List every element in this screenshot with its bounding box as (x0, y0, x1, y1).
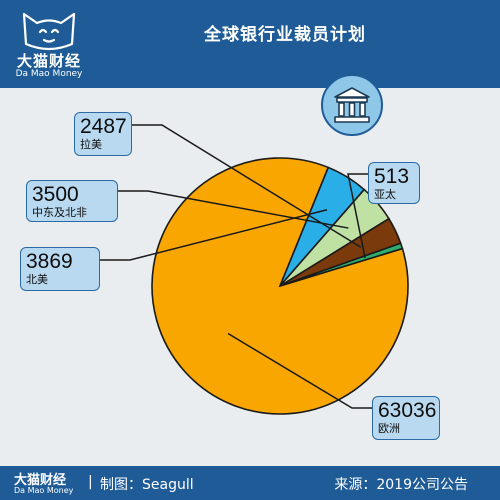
data-label-region: 北美 (26, 273, 48, 286)
bank-badge (321, 74, 383, 136)
header-bar: 大猫财经 Da Mao Money 全球银行业裁员计划 (0, 0, 500, 88)
data-label-region: 欧洲 (378, 422, 400, 435)
leader-line-3 (132, 124, 362, 248)
cat-logo-icon (22, 12, 76, 51)
data-label-value: 513 (374, 165, 410, 188)
footer-logo-text: 大猫财经 (14, 473, 67, 488)
data-label-value: 2487 (80, 115, 127, 138)
data-label-3: 2487 拉美 (74, 112, 132, 156)
data-label-2: 3500 中东及北非 (26, 180, 118, 222)
data-label-value: 3500 (32, 183, 79, 206)
data-label-region: 中东及北非 (32, 206, 87, 219)
pie-slice-4 (279, 242, 404, 287)
data-label-region: 拉美 (80, 138, 102, 151)
data-source: 来源：2019公司公告 (334, 477, 468, 493)
data-label-1: 3869 北美 (20, 247, 100, 291)
pie-chart (100, 124, 409, 415)
leader-line-2 (118, 190, 349, 229)
leader-line-1 (100, 208, 328, 261)
data-label-value: 3869 (26, 250, 73, 273)
footer-bar: 大猫财经 Da Mao Money | 制图：Seagull 来源：2019公司… (0, 466, 500, 500)
logo-subtext: Da Mao Money (15, 69, 83, 79)
leader-line-0 (227, 332, 372, 409)
leader-lines (100, 124, 372, 409)
bank-building-icon (334, 87, 370, 123)
page-title: 全球银行业裁员计划 (204, 25, 366, 45)
leader-line-4 (347, 173, 368, 259)
data-label-4: 513 亚太 (368, 162, 420, 204)
data-label-0: 63036 欧洲 (372, 396, 440, 440)
footer-separator: | (88, 474, 93, 490)
pie-slices (151, 157, 409, 415)
data-label-value: 63036 (378, 399, 437, 422)
footer-logo-subtext: Da Mao Money (14, 486, 74, 495)
data-label-region: 亚太 (374, 188, 396, 201)
logo-text: 大猫财经 (16, 52, 81, 70)
logo: 大猫财经 Da Mao Money (10, 4, 88, 84)
chart-credit: 制图：Seagull (100, 477, 194, 493)
